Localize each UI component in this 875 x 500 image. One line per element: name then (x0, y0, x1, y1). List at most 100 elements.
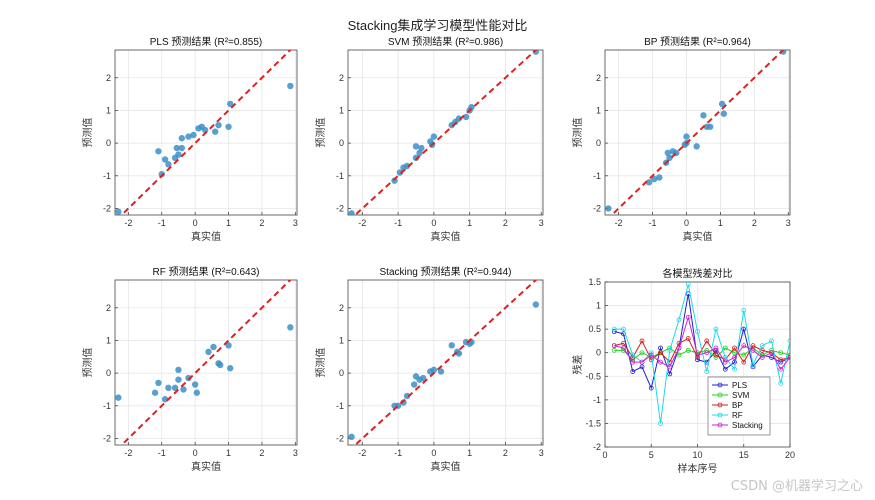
x-tick-label: 0 (193, 218, 198, 228)
series-marker-pls (658, 345, 663, 351)
scatter-point (391, 177, 398, 184)
y-tick-label: 0 (339, 368, 344, 378)
scatter-point (605, 205, 612, 212)
series-marker-stacking (713, 345, 719, 351)
scatter-point (175, 366, 182, 374)
scatter-point (651, 175, 658, 183)
series-marker-rf (787, 338, 790, 344)
axes-frame (347, 49, 544, 216)
scatter-point (173, 144, 180, 152)
series-line-pls (614, 293, 790, 390)
series-marker-stacking (630, 359, 636, 365)
y-tick-label: -2 (103, 433, 111, 443)
series-marker-svm (732, 350, 737, 356)
scatter-point (158, 170, 165, 178)
scatter-point (416, 149, 423, 157)
series-marker-stacking (759, 355, 765, 360)
scatter-point (400, 399, 407, 406)
series-marker-bp (713, 352, 719, 358)
scatter-point (225, 123, 232, 130)
x-axis-label: 真实值 (191, 460, 221, 473)
series-marker-rf (778, 380, 784, 386)
scatter-point (412, 154, 420, 162)
y-tick-label: -2 (103, 203, 111, 213)
series-marker-rf (658, 421, 663, 426)
scatter-point (225, 342, 232, 349)
scatter-point (175, 376, 182, 383)
series-marker-bp (685, 336, 691, 341)
series-marker-stacking (722, 359, 728, 365)
scatter-point (185, 133, 192, 140)
subplot-title: Stacking 预测结果 (R²=0.944) (380, 265, 512, 278)
scatter-point (430, 133, 438, 140)
axes-frame (604, 49, 791, 216)
series-marker-svm (741, 352, 747, 358)
subplot-title: 各模型残差对比 (663, 267, 733, 280)
scatter-point (151, 389, 159, 396)
x-tick-label: 0 (193, 448, 198, 458)
scatter-point (215, 121, 222, 129)
scatter-point (410, 381, 418, 388)
subplot-5: -2 -1 0 1 2 3 -2 -1 0 1 2 Stacking 预测结果 (R²=0.944) 真… (314, 265, 544, 473)
y-tick-label: -2 (336, 433, 344, 443)
y-tick-label: 1.5 (588, 277, 601, 287)
series-marker-svm (722, 345, 728, 351)
series-marker-stacking (621, 345, 626, 351)
x-tick-label: 0 (602, 450, 607, 460)
plot-area (348, 50, 540, 215)
x-axis-label: 真实值 (431, 230, 461, 243)
scatter-point (418, 144, 425, 152)
series-marker-rf (695, 329, 700, 334)
x-tick-label: 1 (226, 218, 231, 228)
x-tick-label: 0 (431, 218, 436, 228)
scatter-point (419, 374, 427, 382)
x-tick-label: 0 (431, 448, 436, 458)
scatter-point (700, 112, 707, 119)
x-tick-label: 3 (293, 218, 298, 228)
x-tick-label: -2 (358, 448, 366, 458)
y-tick-label: 1 (106, 105, 111, 115)
y-tick-label: 0 (106, 138, 111, 148)
series-marker-pls (630, 369, 636, 374)
series-marker-bp (704, 338, 710, 344)
plot-area (348, 280, 540, 445)
series-marker-stacking (658, 359, 663, 365)
y-axis-label: 预测值 (314, 348, 327, 378)
x-tick-label: -1 (158, 218, 166, 228)
scatter-point (287, 324, 294, 331)
y-axis-label: 预测值 (314, 118, 327, 148)
x-axis-label: 真实值 (431, 460, 461, 473)
x-tick-label: -2 (358, 218, 366, 228)
scatter-point (396, 169, 404, 176)
scatter-point (191, 381, 199, 388)
scatter-point (683, 133, 690, 140)
scatter-point (190, 131, 197, 139)
series-marker-stacking (648, 352, 654, 358)
series-marker-pls (741, 326, 747, 332)
scatter-point (720, 110, 728, 117)
plot-area (115, 280, 294, 445)
series-marker-bp (621, 340, 626, 346)
reference-line (353, 280, 538, 445)
series-marker-pls (769, 355, 774, 360)
series-marker-pls (732, 359, 737, 365)
series-marker-stacking (750, 347, 756, 353)
subplot-title: RF 预测结果 (R²=0.643) (153, 265, 260, 278)
y-tick-label: 2 (596, 73, 601, 83)
series-marker-rf (769, 338, 774, 344)
subplot-title: PLS 预测结果 (R²=0.855) (150, 35, 263, 48)
scatter-point (161, 156, 169, 163)
reference-line (120, 280, 292, 445)
axes-frame (347, 279, 544, 446)
y-tick-label: 2 (106, 73, 111, 83)
y-tick-label: -1 (593, 395, 601, 405)
series-marker-rf (759, 343, 765, 349)
x-tick-label: 0 (684, 218, 689, 228)
y-tick-label: -1 (103, 171, 111, 181)
x-tick-label: 2 (503, 218, 508, 228)
x-tick-label: 1 (467, 218, 472, 228)
legend-marker (717, 402, 723, 408)
scatter-point (462, 113, 470, 121)
y-tick-label: -2 (593, 442, 601, 452)
x-tick-label: 5 (649, 450, 654, 460)
